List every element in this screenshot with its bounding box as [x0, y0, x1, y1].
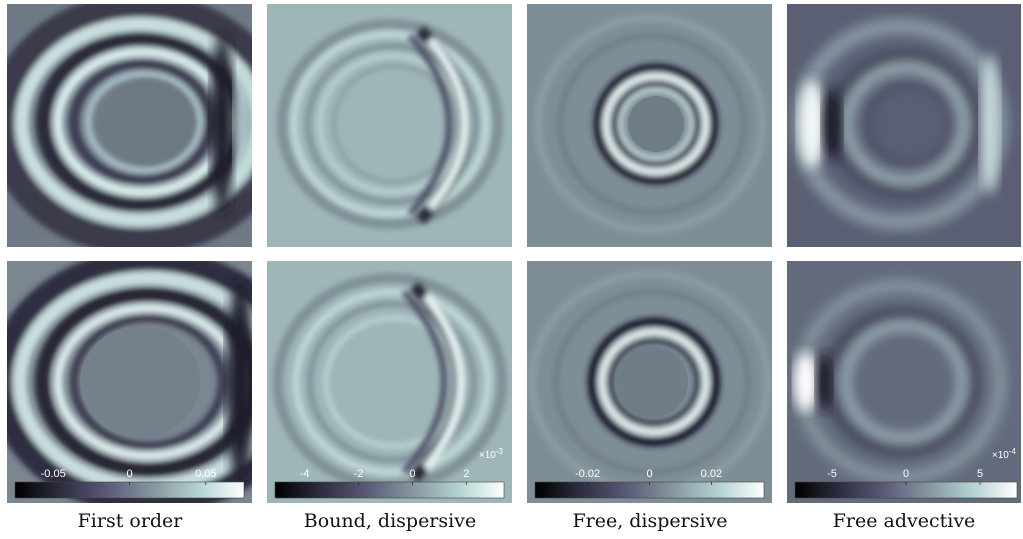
panel-free-advective-bottom — [787, 261, 1021, 503]
colorbar-tick-label: 0 — [903, 468, 909, 480]
caption-free-dispersive: Free, dispersive — [572, 510, 728, 532]
panel-bound-dispersive-top — [267, 4, 512, 247]
panel-free-advective-top — [787, 4, 1021, 247]
colorbar-3: -5 0 5×10-4 — [794, 447, 1018, 499]
caption-bound-dispersive: Bound, dispersive — [303, 510, 477, 532]
colorbar-0: -0.05 0 0.05 — [14, 468, 245, 499]
panel-bound-dispersive-bottom — [267, 261, 512, 503]
colorbar-tick-label: -0.05 — [41, 468, 66, 480]
caption-first-order: First order — [77, 510, 183, 532]
colorbar-1: -4 -2 0 2×10-3 — [274, 447, 505, 499]
colorbar-tick-label: 5 — [977, 468, 983, 480]
colorbar-tick-label: -5 — [827, 468, 837, 480]
colorbar-tick-label: 2 — [463, 468, 469, 480]
colorbar-tick-label: 0.05 — [195, 468, 216, 480]
colorbar-tick-label: 0 — [646, 468, 652, 480]
colorbar-tick-label: 0.02 — [701, 468, 722, 480]
colorbar-tick-label: -4 — [300, 468, 310, 480]
panel-free-dispersive-bottom — [527, 261, 772, 503]
panel-first-order-bottom — [7, 261, 252, 503]
colorbar-tick-label: 0 — [126, 468, 132, 480]
colorbar-tick-label: -0.02 — [575, 468, 600, 480]
colorbar-gradient — [274, 481, 505, 499]
caption-free-advective: Free advective — [832, 510, 976, 532]
panel-first-order-top — [7, 4, 252, 247]
colorbar-tick-label: 0 — [409, 468, 415, 480]
colorbar-tick-label: -2 — [354, 468, 364, 480]
panel-free-dispersive-top — [527, 4, 772, 247]
colorbar-2: -0.02 0 0.02 — [534, 468, 765, 499]
colorbars: -0.05 0 0.05 -4 -2 0 2×10-3-0.02 0 0.02 -5 0 5×10-4 — [14, 447, 1018, 499]
